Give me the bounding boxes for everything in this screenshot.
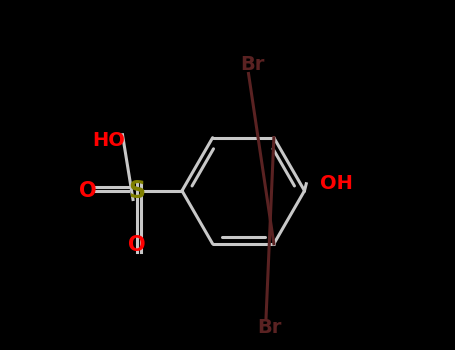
Text: S: S — [128, 179, 145, 203]
Text: OH: OH — [320, 174, 353, 193]
Text: HO: HO — [92, 131, 125, 149]
Text: O: O — [128, 235, 145, 255]
Text: Br: Br — [240, 55, 264, 74]
Text: O: O — [79, 181, 96, 201]
Text: Br: Br — [258, 318, 282, 337]
